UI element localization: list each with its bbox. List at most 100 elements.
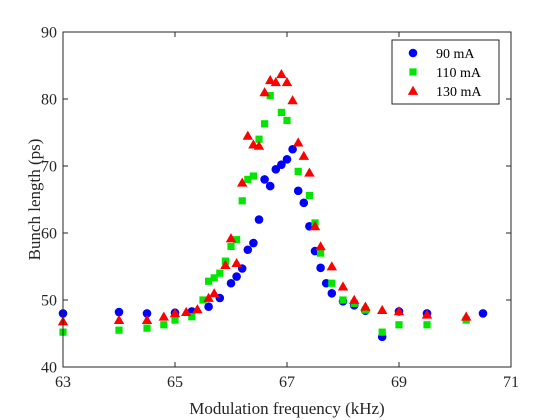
y-axis-label: Bunch length (ps) xyxy=(25,139,44,261)
data-point xyxy=(232,272,241,281)
data-point xyxy=(260,175,269,184)
data-point xyxy=(249,238,258,248)
data-point xyxy=(277,108,285,116)
data-point xyxy=(305,191,313,200)
data-point xyxy=(233,236,241,244)
data-point xyxy=(203,292,214,302)
data-point xyxy=(142,309,152,318)
y-tick-label: 90 xyxy=(41,25,57,42)
data-point xyxy=(192,304,203,314)
x-tick-label: 69 xyxy=(391,374,407,391)
data-point xyxy=(287,95,298,105)
data-point xyxy=(237,177,248,187)
legend-label: 110 mA xyxy=(436,66,482,81)
data-point xyxy=(115,326,123,334)
x-tick-label: 67 xyxy=(279,374,295,391)
data-point xyxy=(326,261,337,271)
legend-marker xyxy=(409,68,417,76)
y-tick-label: 80 xyxy=(41,92,57,109)
data-point xyxy=(188,313,196,321)
data-point xyxy=(225,233,237,243)
data-point xyxy=(377,304,388,314)
data-point xyxy=(261,120,269,128)
data-point xyxy=(328,279,336,287)
x-tick-label: 63 xyxy=(55,374,71,391)
data-point xyxy=(337,281,349,291)
data-point xyxy=(113,314,125,324)
data-point xyxy=(143,324,151,332)
data-point xyxy=(316,263,325,273)
data-point xyxy=(114,307,124,317)
data-point xyxy=(243,245,253,255)
data-point xyxy=(244,175,252,183)
legend-marker xyxy=(408,48,418,58)
data-point xyxy=(339,296,347,304)
data-point xyxy=(226,278,236,288)
legend-label: 90 mA xyxy=(436,47,475,62)
data-point xyxy=(423,321,431,329)
data-point xyxy=(171,316,179,324)
legend-label: 130 mA xyxy=(436,85,482,100)
data-point xyxy=(304,167,315,177)
data-point xyxy=(160,321,168,329)
data-point xyxy=(253,140,265,150)
data-point xyxy=(238,197,246,205)
data-point xyxy=(249,172,257,180)
data-point xyxy=(266,92,274,100)
x-tick-label: 65 xyxy=(167,374,183,391)
data-point xyxy=(220,259,231,270)
data-point xyxy=(270,77,281,87)
data-point xyxy=(393,306,405,316)
y-tick-label: 50 xyxy=(41,293,57,310)
data-point xyxy=(181,306,192,316)
data-point xyxy=(378,328,386,336)
data-point xyxy=(283,116,291,125)
legend: 90 mA 110 mA 130 mA xyxy=(391,39,500,105)
data-point xyxy=(395,321,403,329)
data-point xyxy=(309,221,321,231)
data-point xyxy=(205,277,213,285)
data-point xyxy=(254,215,264,224)
data-point xyxy=(255,135,263,143)
data-point xyxy=(478,309,488,318)
x-tick-label: 71 xyxy=(503,374,519,391)
x-axis-label: Modulation frequency (kHz) xyxy=(189,399,384,418)
data-point xyxy=(293,186,303,196)
data-point xyxy=(282,155,292,164)
data-point xyxy=(298,150,309,160)
data-point xyxy=(293,137,304,147)
data-point xyxy=(265,181,275,191)
data-point xyxy=(199,296,207,304)
data-point xyxy=(288,144,297,154)
data-point xyxy=(317,249,325,257)
y-tick-label: 60 xyxy=(41,226,57,243)
data-point xyxy=(276,69,287,79)
data-point xyxy=(327,289,337,298)
plot-area xyxy=(57,69,488,342)
series-130-ma xyxy=(57,69,472,326)
data-point xyxy=(227,242,235,250)
data-point xyxy=(204,302,213,312)
data-point xyxy=(277,160,286,169)
series-110-ma xyxy=(59,92,470,336)
data-point xyxy=(169,308,181,318)
y-tick-label: 70 xyxy=(41,159,57,176)
axes: 63 65 67 69 71 40 50 60 70 80 90 xyxy=(41,25,519,392)
data-point xyxy=(281,77,293,87)
data-point xyxy=(349,294,360,304)
data-point xyxy=(158,311,169,321)
data-point xyxy=(294,167,302,175)
data-point xyxy=(421,309,433,319)
data-point xyxy=(299,198,309,208)
y-tick-label: 40 xyxy=(41,360,57,377)
data-point xyxy=(259,87,270,97)
data-point xyxy=(209,288,220,298)
data-point xyxy=(461,311,472,321)
data-point xyxy=(141,314,153,324)
data-point xyxy=(242,130,253,140)
data-point xyxy=(216,269,224,277)
data-point xyxy=(231,257,242,268)
data-point xyxy=(315,241,326,251)
data-point xyxy=(360,301,371,311)
